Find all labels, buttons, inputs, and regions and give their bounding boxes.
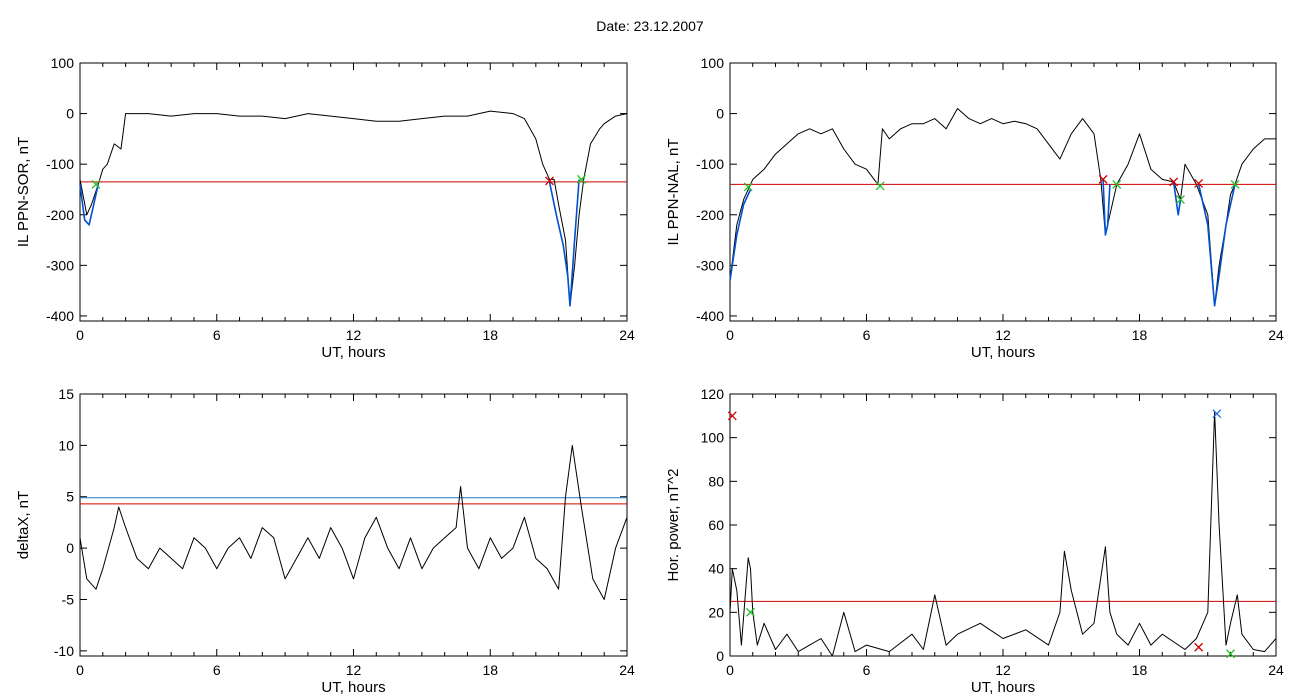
chart-3-y-tick-label: 15 bbox=[58, 386, 74, 402]
chart-4-x-tick-label: 12 bbox=[995, 662, 1011, 678]
chart-3-y-tick-label: 10 bbox=[58, 437, 74, 453]
chart-4-marker bbox=[1212, 409, 1222, 419]
chart-4-y-tick-label: 40 bbox=[708, 561, 724, 577]
chart-1-frame bbox=[79, 62, 628, 322]
chart-4-y-tick-label: 20 bbox=[708, 604, 724, 620]
chart-3-x-tick-label: 0 bbox=[76, 662, 84, 678]
chart-3-y-tick-label: -5 bbox=[62, 591, 75, 607]
chart-4-x-tick-label: 18 bbox=[1132, 662, 1148, 678]
chart-4-x-tick-label: 6 bbox=[863, 662, 871, 678]
chart-1-marker bbox=[545, 176, 554, 186]
chart-4-frame bbox=[729, 393, 1277, 657]
chart-2-marker bbox=[743, 182, 753, 192]
chart-2-x-tick-label: 12 bbox=[995, 327, 1011, 343]
chart-2-y-axis-label: IL PPN-NAL, nT bbox=[665, 139, 682, 246]
chart-2-series-line bbox=[729, 189, 752, 281]
chart-4-y-tick-label: 0 bbox=[716, 648, 724, 664]
chart-1-x-tick-label: 12 bbox=[346, 327, 362, 343]
chart-1-series-line bbox=[79, 110, 628, 307]
chart-2-y-tick-label: -400 bbox=[696, 308, 724, 324]
chart-2-series-line bbox=[729, 108, 1276, 307]
chart-4-marker bbox=[1226, 649, 1235, 659]
chart-2-series-line bbox=[1102, 179, 1111, 236]
chart-2-y-tick-label: 100 bbox=[701, 55, 725, 71]
chart-2-marker bbox=[1169, 177, 1179, 187]
chart-1-x-tick-label: 6 bbox=[213, 327, 221, 343]
chart-3-x-tick-label: 12 bbox=[346, 662, 362, 678]
chart-2-x-axis-label: UT, hours bbox=[971, 344, 1035, 361]
chart-1-y-tick-label: -100 bbox=[46, 156, 74, 172]
chart-3-x-tick-label: 18 bbox=[482, 662, 498, 678]
chart-3-y-tick-label: 0 bbox=[66, 540, 74, 556]
chart-2-y-tick-label: -100 bbox=[696, 156, 724, 172]
chart-4-marker bbox=[727, 411, 737, 421]
chart-3-y-axis-label: deltaX, nT bbox=[15, 491, 32, 559]
chart-3-x-tick-label: 6 bbox=[213, 662, 221, 678]
chart-1-y-tick-label: 0 bbox=[66, 106, 74, 122]
chart-4-x-axis-label: UT, hours bbox=[971, 679, 1035, 696]
chart-2-x-tick-label: 6 bbox=[863, 327, 871, 343]
chart-1-series-line bbox=[79, 184, 99, 226]
chart-2-marker bbox=[1175, 195, 1185, 205]
chart-1-x-axis-label: UT, hours bbox=[321, 344, 385, 361]
chart-3-y-tick-label: 5 bbox=[66, 489, 74, 505]
chart-4-x-tick-label: 24 bbox=[1268, 662, 1284, 678]
chart-3-x-tick-label: 24 bbox=[619, 662, 635, 678]
chart-1-x-tick-label: 18 bbox=[482, 327, 498, 343]
chart-2-x-tick-label: 18 bbox=[1132, 327, 1148, 343]
chart-1-y-axis-label: IL PPN-SOR, nT bbox=[15, 137, 32, 247]
chart-1-y-tick-label: -400 bbox=[46, 308, 74, 324]
chart-1-y-tick-label: -300 bbox=[46, 257, 74, 273]
chart-2-y-tick-label: -300 bbox=[696, 257, 724, 273]
chart-3-x-axis-label: UT, hours bbox=[321, 679, 385, 696]
chart-4-y-tick-label: 60 bbox=[708, 517, 724, 533]
chart-2-series-line bbox=[1197, 184, 1236, 307]
chart-2-y-tick-label: 0 bbox=[716, 106, 724, 122]
chart-2-x-tick-label: 0 bbox=[726, 327, 734, 343]
chart-4-marker bbox=[746, 607, 755, 617]
chart-2-marker bbox=[1098, 174, 1108, 184]
chart-1-y-tick-label: 100 bbox=[51, 55, 75, 71]
chart-2-series-line bbox=[1172, 181, 1182, 216]
chart-2-marker bbox=[1230, 179, 1240, 189]
chart-1-x-tick-label: 24 bbox=[619, 327, 635, 343]
chart-1-x-tick-label: 0 bbox=[76, 327, 84, 343]
chart-4-series-line bbox=[729, 411, 1277, 657]
chart-1-series-line bbox=[548, 179, 580, 307]
chart-1-marker bbox=[576, 174, 586, 184]
figure-title: Date: 23.12.2007 bbox=[596, 18, 704, 34]
chart-4-y-tick-label: 80 bbox=[708, 473, 724, 489]
chart-4-y-tick-label: 100 bbox=[701, 430, 725, 446]
chart-2-y-tick-label: -200 bbox=[696, 207, 724, 223]
chart-4-marker bbox=[1194, 642, 1204, 652]
chart-1-y-tick-label: -200 bbox=[46, 207, 74, 223]
chart-3-series-line bbox=[79, 444, 628, 600]
chart-2-x-tick-label: 24 bbox=[1268, 327, 1284, 343]
chart-2-marker bbox=[875, 181, 885, 191]
chart-4-x-tick-label: 0 bbox=[726, 662, 734, 678]
chart-1-marker bbox=[91, 179, 101, 189]
chart-3-frame bbox=[79, 393, 628, 657]
chart-2-marker bbox=[1194, 178, 1204, 188]
chart-4-y-axis-label: Hor. power, nT^2 bbox=[665, 469, 682, 582]
chart-2-frame bbox=[729, 62, 1277, 322]
chart-3-y-tick-label: -10 bbox=[54, 643, 74, 659]
chart-4-y-tick-label: 120 bbox=[701, 386, 725, 402]
chart-2-marker bbox=[1112, 179, 1122, 189]
